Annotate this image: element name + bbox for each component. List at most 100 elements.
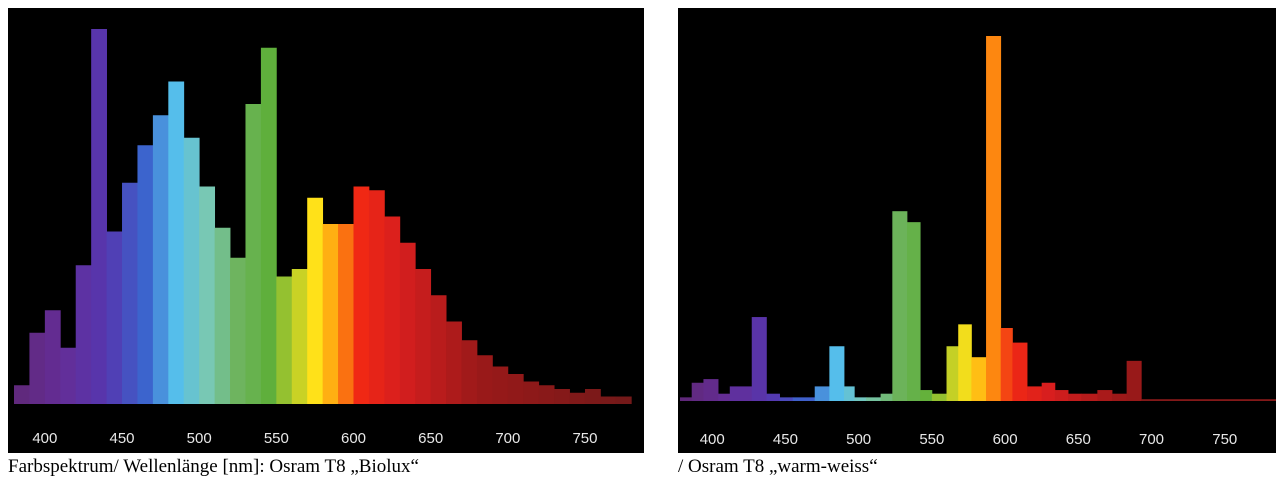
spectrum-bar-4 [730,386,752,401]
x-tick-label: 750 [572,430,597,447]
tick-labels-group: 400 450 500 550 600 650 700 750 [32,430,597,447]
spectrum-bar-33 [1141,399,1276,401]
spectrum-bar-29 [462,340,478,404]
spectrum-bar-3 [60,348,76,404]
x-tick-label: 400 [32,430,57,447]
spectrum-bar-16 [907,222,921,401]
spectrum-bar-12 [854,397,866,401]
spectrum-bar-8 [793,397,815,401]
spectrum-bar-16 [261,48,277,404]
spectrum-bar-0 [680,397,692,401]
tick-labels-group: 400 450 500 550 600 650 700 750 [700,431,1238,448]
spectrum-bar-18 [292,269,308,404]
x-tick-label: 700 [1139,431,1164,448]
bars-group [14,29,632,404]
spectrum-bar-23 [369,190,385,404]
spectrum-bar-28 [446,322,462,405]
spectrum-bar-9 [815,386,830,401]
spectrum-chart-biolux: 400 450 500 550 600 650 700 750 [8,8,644,453]
spectrum-bar-19 [947,346,959,401]
x-tick-label: 450 [773,431,798,448]
caption-biolux: Farbspektrum/ Wellenlänge [nm]: Osram T8… [8,456,419,478]
spectrum-bar-14 [230,258,246,404]
spectrum-bar-1 [29,333,45,404]
spectrum-bar-6 [766,394,780,401]
x-tick-label: 750 [1212,431,1237,448]
spectrum-bar-13 [866,397,881,401]
spectrum-bar-17 [920,390,932,401]
spectrum-bar-32 [1127,361,1142,401]
spectrum-bar-26 [415,269,431,404]
spectrum-bar-39 [616,397,632,405]
spectrum-bar-20 [958,324,972,401]
x-tick-label: 400 [700,431,725,448]
spectrum-bar-33 [523,382,539,405]
x-tick-label: 650 [418,430,443,447]
spectrum-bar-17 [276,277,292,405]
spectrum-bar-6 [107,232,123,405]
spectrum-bar-26 [1042,383,1056,401]
spectrum-bar-7 [780,397,794,401]
spectrum-bar-15 [245,104,261,404]
spectrum-bar-22 [354,187,370,405]
spectrum-bar-2 [45,310,61,404]
spectrum-bar-15 [892,211,907,401]
spectrum-bar-35 [554,389,570,404]
x-tick-label: 700 [495,430,520,447]
spectrum-bar-4 [76,265,92,404]
caption-warm-weiss: / Osram T8 „warm-weiss“ [678,456,878,478]
spectrum-bar-3 [718,394,730,401]
spectrum-bar-27 [431,295,447,404]
spectrum-bar-25 [400,243,416,404]
spectrum-bar-30 [477,355,493,404]
spectrum-bar-18 [932,394,947,401]
spectrum-bar-27 [1055,390,1069,401]
spectrum-bar-38 [600,397,616,405]
spectrum-bar-7 [122,183,138,404]
spectrum-bar-24 [384,217,400,405]
spectrum-bar-5 [91,29,107,404]
spectrum-bar-23 [1001,328,1013,401]
spectrum-bar-10 [829,346,844,401]
spectrum-bar-0 [14,385,30,404]
spectrum-svg-warm-weiss: 400 450 500 550 600 650 700 750 [678,8,1276,453]
spectrum-bar-30 [1097,390,1112,401]
spectrum-bar-5 [752,317,767,401]
spectrum-bar-21 [338,224,354,404]
spectrum-bar-31 [1112,394,1127,401]
spectrum-bar-24 [1012,343,1027,401]
x-tick-label: 500 [187,430,212,447]
spectrum-chart-warm-weiss: 400 450 500 550 600 650 700 750 [678,8,1276,453]
spectrum-bar-28 [1068,394,1082,401]
x-tick-label: 600 [341,430,366,447]
spectrum-bar-25 [1027,386,1042,401]
spectrum-bar-10 [168,82,184,405]
spectrum-bar-13 [215,228,231,404]
spectrum-bar-12 [199,187,215,405]
x-tick-label: 550 [919,431,944,448]
x-tick-label: 450 [110,430,135,447]
spectrum-svg-biolux: 400 450 500 550 600 650 700 750 [8,8,644,453]
spectrum-bar-32 [508,374,524,404]
spectrum-bar-1 [692,383,704,401]
spectrum-bar-14 [881,394,893,401]
spectrum-bar-11 [184,138,200,404]
spectrum-bar-34 [539,385,555,404]
spectrum-bar-31 [492,367,508,405]
spectrum-bar-29 [1081,394,1098,401]
spectrum-bar-21 [971,357,986,401]
spectrum-bar-20 [323,224,339,404]
spectrum-bar-37 [585,389,601,404]
spectrum-bar-8 [137,145,153,404]
x-tick-label: 550 [264,430,289,447]
spectrum-bar-36 [570,393,586,404]
spectrum-bar-9 [153,115,169,404]
spectrum-bar-19 [307,198,323,404]
bars-group [680,36,1276,401]
spectrum-bar-22 [986,36,1001,401]
x-tick-label: 600 [993,431,1018,448]
x-tick-label: 650 [1066,431,1091,448]
spectrum-bar-11 [844,386,855,401]
x-tick-label: 500 [846,431,871,448]
spectrum-bar-2 [703,379,718,401]
